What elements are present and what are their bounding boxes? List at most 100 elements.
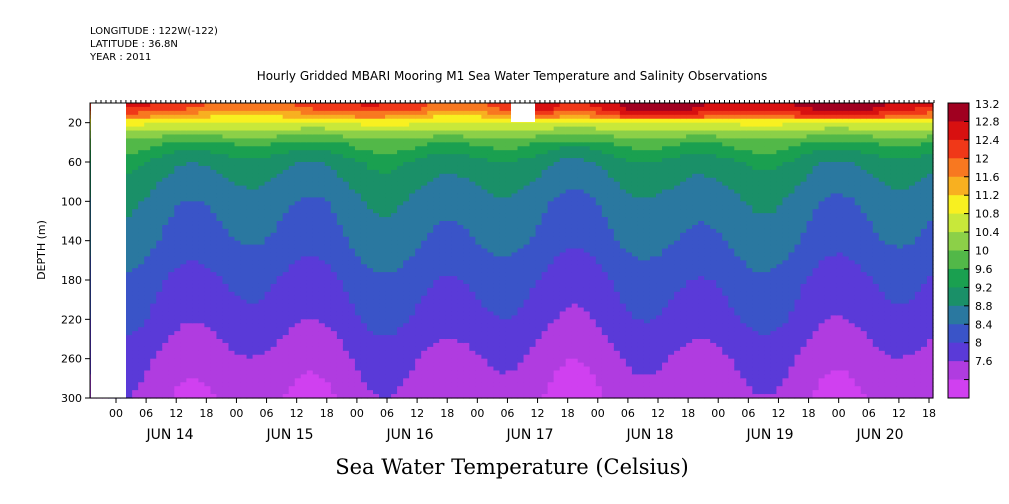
heatmap-cell (360, 248, 368, 254)
heatmap-cell (439, 126, 446, 132)
heatmap-cell (150, 327, 157, 332)
heatmap-cell (276, 165, 284, 171)
heatmap-cell (457, 386, 464, 391)
heatmap-cell (312, 287, 320, 293)
heatmap-cell (457, 173, 464, 179)
heatmap-cell (324, 280, 332, 285)
heatmap-cell (427, 240, 434, 246)
heatmap-cell (481, 315, 489, 320)
heatmap-cell (373, 126, 380, 132)
heatmap-cell (385, 264, 392, 269)
heatmap-cell (306, 232, 314, 238)
heatmap-cell (409, 142, 416, 147)
heatmap-cell (324, 307, 332, 313)
heatmap-cell (403, 252, 410, 257)
heatmap-cell (373, 350, 380, 356)
heatmap-cell (379, 280, 386, 285)
heatmap-cell (354, 370, 362, 375)
heatmap-cell (270, 236, 278, 242)
heatmap-cell (186, 339, 193, 344)
heatmap-cell (168, 150, 175, 155)
heatmap-cell (204, 150, 212, 155)
heatmap-cell (168, 374, 175, 379)
heatmap-cell (168, 394, 175, 399)
heatmap-cell (144, 193, 151, 198)
heatmap-cell (324, 177, 332, 183)
heatmap-cell (234, 283, 242, 289)
heatmap-cell (324, 240, 332, 246)
heatmap-cell (312, 217, 320, 222)
heatmap-cell (463, 295, 470, 301)
heatmap-cell (409, 221, 416, 226)
heatmap-cell (469, 362, 476, 368)
heatmap-cell (258, 221, 266, 226)
heatmap-cell (360, 146, 368, 151)
heatmap-cell (282, 323, 290, 328)
heatmap-cell (144, 291, 151, 297)
heatmap-cell (318, 378, 326, 383)
heatmap-cell (445, 311, 452, 316)
heatmap-cell (258, 118, 266, 124)
heatmap-cell (276, 213, 284, 218)
heatmap-cell (354, 295, 362, 301)
heatmap-cell (138, 122, 145, 128)
heatmap-cell (451, 346, 458, 352)
heatmap-cell (318, 319, 326, 324)
heatmap-cell (138, 103, 145, 108)
heatmap-cell (415, 354, 422, 360)
heatmap-cell (342, 268, 350, 273)
heatmap-cell (445, 236, 452, 242)
heatmap-cell (318, 374, 326, 379)
heatmap-cell (288, 335, 296, 340)
heatmap-cell (379, 339, 386, 344)
heatmap-cell (138, 327, 145, 332)
heatmap-cell (150, 142, 157, 147)
heatmap-cell (294, 134, 302, 139)
heatmap-cell (324, 146, 332, 151)
heatmap-cell (439, 311, 446, 316)
heatmap-cell (409, 260, 416, 265)
heatmap-cell (222, 224, 230, 230)
heatmap-cell (186, 142, 193, 147)
heatmap-cell (427, 291, 434, 297)
heatmap-cell (445, 315, 452, 320)
heatmap-cell (138, 146, 145, 151)
heatmap-cell (312, 303, 320, 309)
heatmap-cell (204, 283, 212, 289)
heatmap-cell (306, 307, 314, 313)
heatmap-cell (330, 303, 338, 309)
heatmap-cell (288, 228, 296, 234)
heatmap-cell (150, 173, 157, 179)
heatmap-cell (415, 394, 422, 399)
heatmap-cell (481, 240, 489, 246)
heatmap-cell (397, 138, 404, 143)
heatmap-cell (342, 158, 350, 163)
heatmap-cell (126, 370, 133, 375)
heatmap-cell (186, 390, 193, 395)
heatmap-cell (312, 134, 320, 139)
heatmap-cell (421, 154, 428, 159)
heatmap-cell (168, 173, 175, 179)
heatmap-cell (391, 236, 398, 242)
heatmap-cell (156, 280, 163, 285)
heatmap-cell (336, 378, 344, 383)
heatmap-cell (138, 240, 145, 246)
heatmap-cell (132, 162, 139, 167)
heatmap-cell (180, 303, 187, 309)
heatmap-cell (360, 362, 368, 368)
heatmap-cell (204, 213, 212, 218)
heatmap-cell (294, 280, 302, 285)
heatmap-cell (475, 252, 482, 257)
heatmap-cell (397, 327, 404, 332)
heatmap-cell (312, 382, 320, 387)
heatmap-cell (330, 331, 338, 336)
heatmap-cell (150, 165, 157, 171)
heatmap-cell (475, 173, 482, 179)
heatmap-cell (318, 221, 326, 226)
heatmap-cell (397, 185, 404, 191)
heatmap-cell (162, 189, 169, 195)
heatmap-cell (397, 201, 404, 206)
heatmap-cell (132, 291, 139, 297)
heatmap-cell (198, 217, 206, 222)
